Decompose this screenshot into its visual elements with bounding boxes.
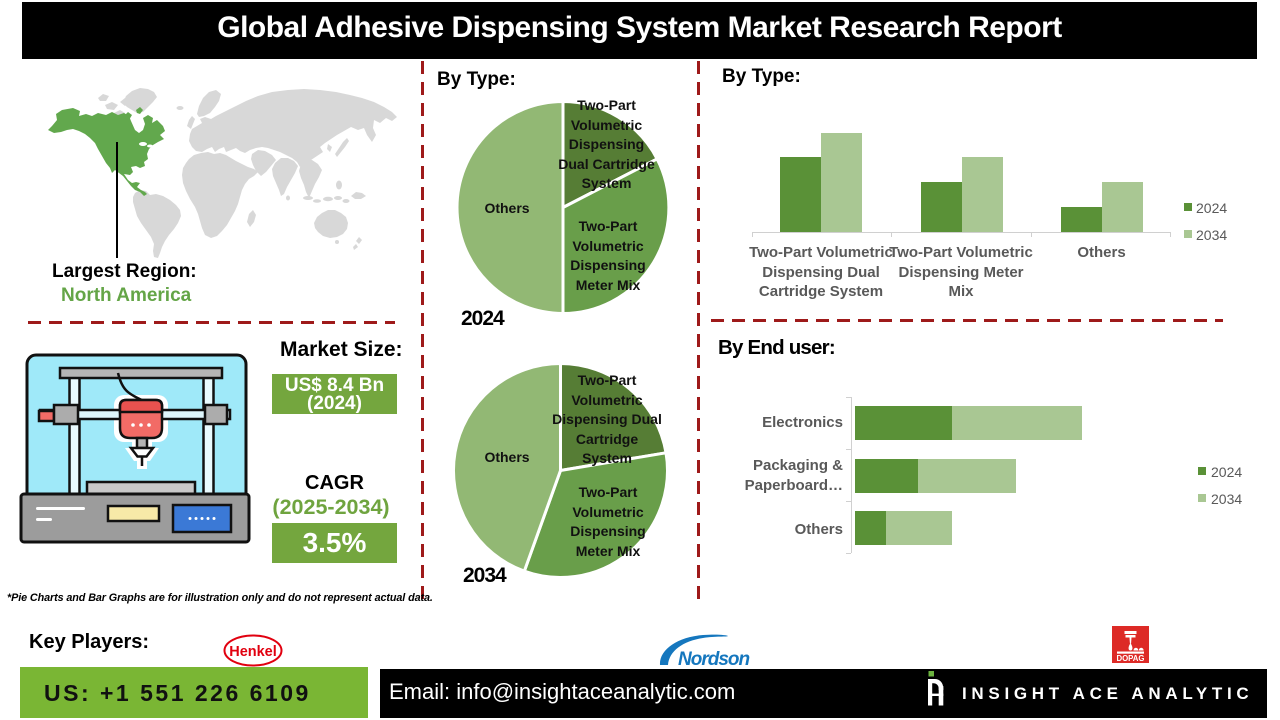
svg-text:DOPAG: DOPAG bbox=[1116, 654, 1144, 663]
svg-text:Nordson: Nordson bbox=[678, 649, 750, 668]
svg-text:Henkel: Henkel bbox=[229, 644, 277, 660]
